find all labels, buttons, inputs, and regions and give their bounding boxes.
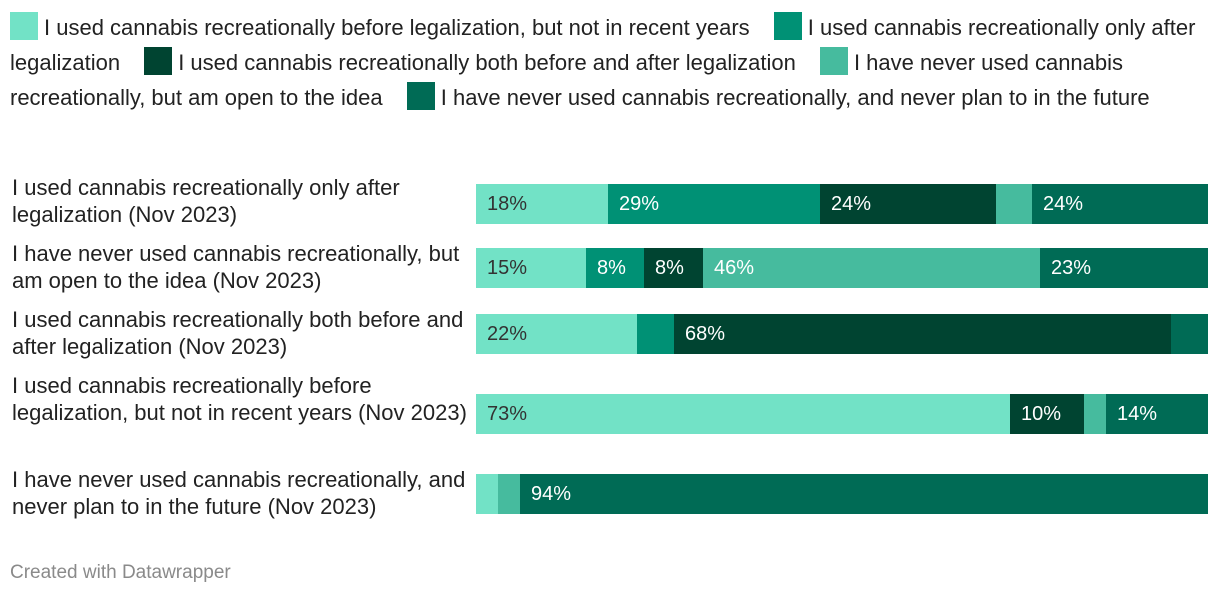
row-label-4: I have never used cannabis recreationall… (12, 467, 466, 519)
legend-label-3: I have never used cannabis recreationall… (10, 50, 1124, 110)
bar-segment-3-0 (476, 394, 1010, 434)
bar-segment-2-4 (1171, 314, 1208, 354)
row-label-2: I used cannabis recreationally both befo… (12, 307, 464, 359)
bar-segment-2-1 (637, 314, 674, 354)
bar-segment-4-0 (476, 474, 498, 514)
bar-segment-0-2 (820, 184, 996, 224)
row-label-1: I have never used cannabis recreationall… (12, 241, 460, 293)
bar-segment-3-4 (1106, 394, 1208, 434)
legend-item-3: I have never used cannabis recreationall… (10, 47, 1124, 110)
bar-segment-3-3 (1084, 394, 1106, 434)
legend-swatch-3 (819, 47, 848, 75)
bar-segment-2-2 (674, 314, 1171, 354)
bar-segment-1-1 (586, 248, 644, 288)
legend: I used cannabis recreationally before le… (10, 10, 1210, 115)
bar-segment-0-4 (1032, 184, 1208, 224)
legend-item-0: I used cannabis recreationally before le… (10, 12, 750, 40)
legend-swatch-2 (144, 47, 173, 75)
legend-swatch-4 (406, 82, 435, 110)
bar-segment-4-4 (520, 474, 1208, 514)
legend-label-1: I used cannabis recreationally only afte… (10, 15, 1196, 75)
legend-swatch-1 (773, 12, 802, 40)
bar-row-1: 15% 8% 8% 46% 23% (476, 248, 1208, 288)
legend-label-2: I used cannabis recreationally both befo… (178, 50, 796, 75)
bar-segment-4-3 (498, 474, 520, 514)
legend-item-1: I used cannabis recreationally only afte… (10, 12, 1196, 75)
bar-segment-1-0 (476, 248, 586, 288)
bar-segment-3-2 (1010, 394, 1084, 434)
row-label-3: I used cannabis recreationally before le… (12, 373, 467, 425)
legend-label-4: I have never used cannabis recreationall… (440, 85, 1150, 110)
bar-row-4: 94% (476, 474, 1208, 514)
legend-item-2: I used cannabis recreationally both befo… (144, 47, 796, 75)
legend-swatch-0 (10, 12, 38, 40)
bar-segment-2-0 (476, 314, 637, 354)
bar-segment-0-3 (996, 184, 1032, 224)
legend-label-0: I used cannabis recreationally before le… (44, 15, 750, 40)
bar-segment-1-4 (1040, 248, 1208, 288)
legend-item-4: I have never used cannabis recreationall… (406, 82, 1150, 110)
bar-row-2: 22% 68% (476, 314, 1208, 354)
row-label-0: I used cannabis recreationally only afte… (12, 175, 400, 227)
footer-credit: Created with Datawrapper (10, 562, 231, 583)
bar-segment-1-3 (703, 248, 1040, 288)
bar-segment-0-0 (476, 184, 608, 224)
bar-segment-1-2 (644, 248, 703, 288)
bar-segment-0-1 (608, 184, 820, 224)
bar-row-0: 18% 29% 24% 24% (476, 184, 1208, 224)
bar-row-3: 73% 10% 14% (476, 394, 1208, 434)
